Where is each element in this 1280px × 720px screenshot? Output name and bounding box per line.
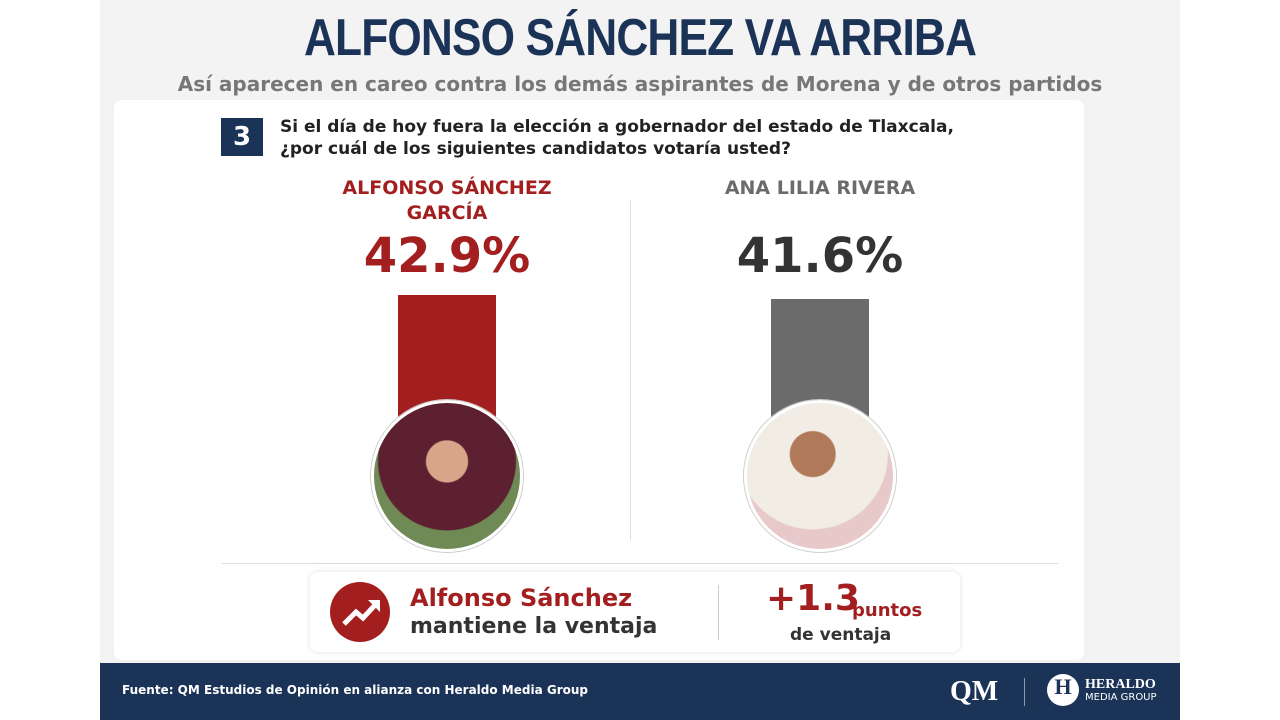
trend-icon <box>330 582 390 642</box>
candidate-photo <box>744 400 896 552</box>
question: Si el día de hoy fuera la elección a gob… <box>280 117 954 159</box>
candidate-photo <box>371 400 523 552</box>
question-number: 3 <box>221 118 263 156</box>
footer <box>100 663 1180 720</box>
category-label: ANA LILIA RIVERA <box>724 177 916 199</box>
logo-divider <box>1024 678 1025 706</box>
highlight-box <box>310 572 960 652</box>
highlight-divider <box>718 585 719 640</box>
qm-logo: QM <box>950 676 999 707</box>
value-label: 41.6% <box>736 228 904 284</box>
separator <box>222 563 1058 564</box>
heraldo-logo: HERALDO <box>1085 677 1156 692</box>
lead-text: de ventaja <box>790 625 892 645</box>
heraldo-icon: H <box>1047 674 1079 706</box>
lead-value: +1.3 <box>766 578 860 619</box>
highlight-text: mantiene la ventaja <box>410 614 658 639</box>
highlight-name: Alfonso Sánchez <box>410 584 633 612</box>
heraldo-sub: MEDIA GROUP <box>1085 692 1157 703</box>
value-label: 42.9% <box>363 228 531 284</box>
card <box>114 100 1084 660</box>
divider <box>630 200 631 540</box>
title: ALFONSO SÁNCHEZ VA ARRIBA <box>303 9 977 67</box>
source: Fuente: QM Estudios de Opinión en alianz… <box>122 683 589 697</box>
lead-unit: puntos <box>852 600 923 621</box>
subtitle: Así aparecen en careo contra los demás a… <box>177 72 1103 96</box>
category-label: ALFONSO SÁNCHEZ GARCÍA <box>342 177 552 224</box>
trend-arrow <box>342 600 380 626</box>
